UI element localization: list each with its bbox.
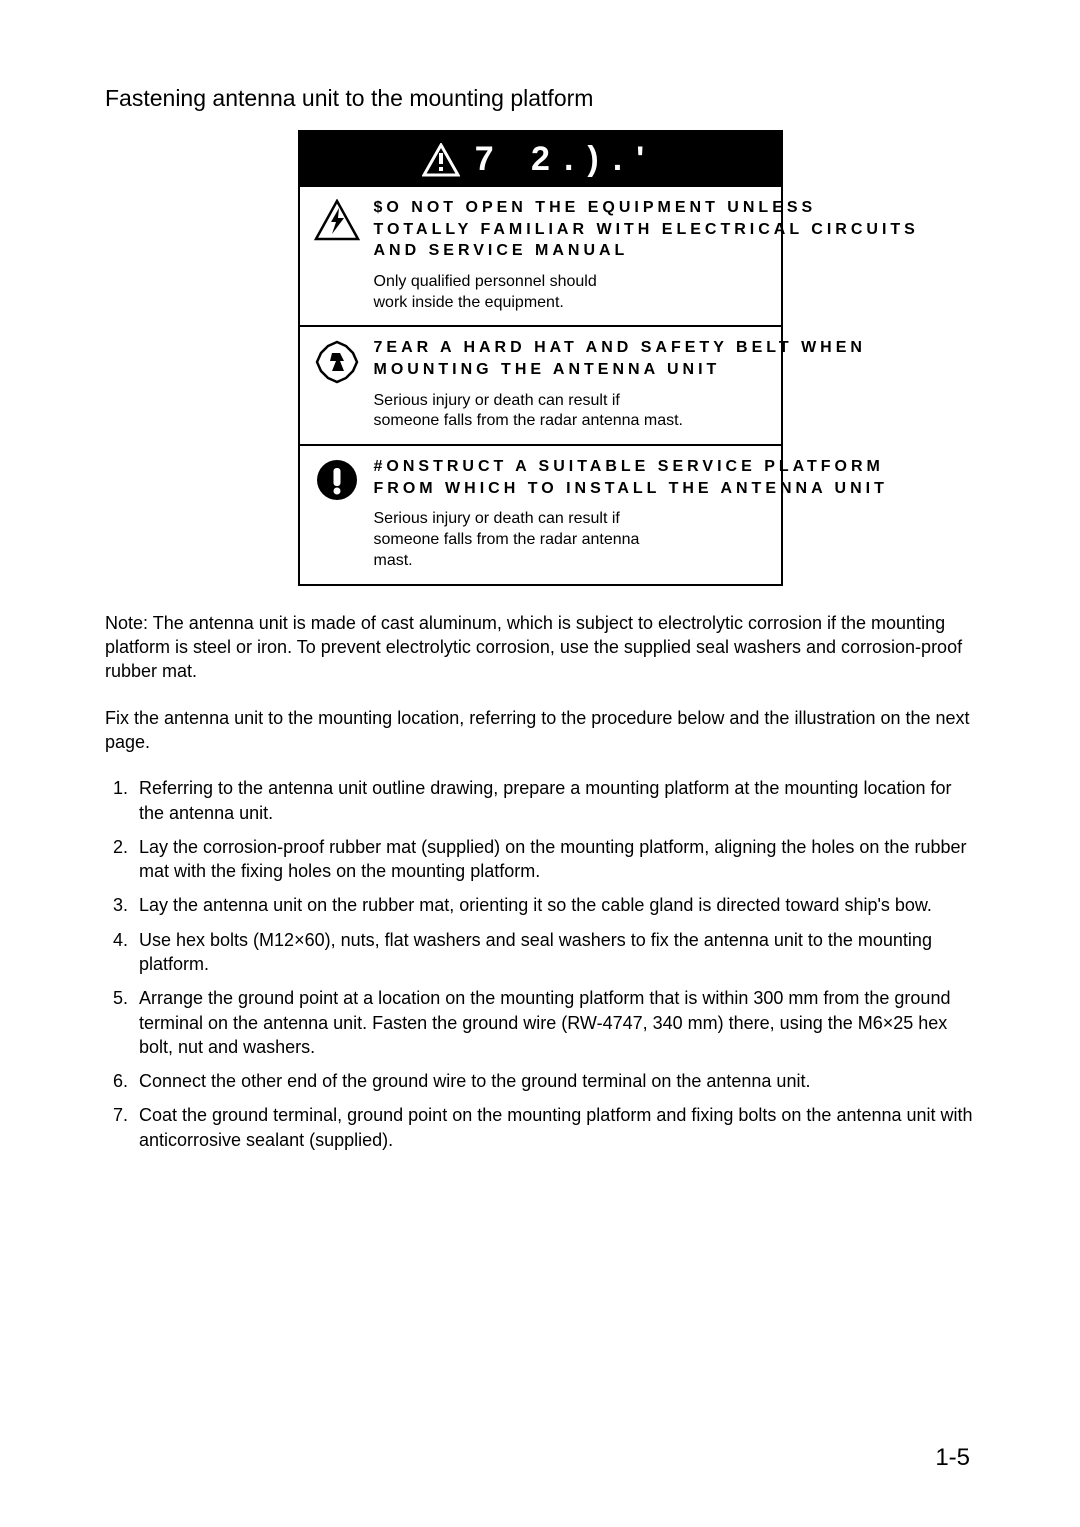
electrical-hazard-icon [314, 197, 360, 241]
step-item: Use hex bolts (M12×60), nuts, flat washe… [133, 928, 975, 977]
warning-box: 7 2.).' $O NOT OPEN THE EQUIPMENT UNLESS… [298, 130, 783, 586]
warning-item: #ONSTRUCT A SUITABLE SERVICE PLATFORM FR… [300, 444, 781, 584]
warning-bold-text: #ONSTRUCT A SUITABLE SERVICE PLATFORM FR… [374, 456, 888, 499]
section-title: Fastening antenna unit to the mounting p… [105, 85, 975, 112]
step-item: Referring to the antenna unit outline dr… [133, 776, 975, 825]
warning-triangle-icon [422, 143, 460, 177]
warning-body-text: Serious injury or death can result if so… [374, 509, 888, 571]
step-item: Connect the other end of the ground wire… [133, 1069, 975, 1093]
warning-body-text: Serious injury or death can result if so… [374, 391, 866, 433]
page-number: 1-5 [935, 1444, 970, 1472]
step-item: Lay the antenna unit on the rubber mat, … [133, 893, 975, 917]
warning-bold-text: 7EAR A HARD HAT AND SAFETY BELT WHEN MOU… [374, 337, 866, 380]
warning-item: 7EAR A HARD HAT AND SAFETY BELT WHEN MOU… [300, 325, 781, 444]
step-item: Arrange the ground point at a location o… [133, 986, 975, 1059]
note-paragraph: Note: The antenna unit is made of cast a… [105, 611, 975, 684]
general-mandatory-icon [314, 456, 360, 502]
step-item: Coat the ground terminal, ground point o… [133, 1103, 975, 1152]
intro-paragraph: Fix the antenna unit to the mounting loc… [105, 706, 975, 755]
mandatory-action-icon [314, 337, 360, 385]
warning-header-text: 7 2.).' [475, 140, 659, 179]
warning-header: 7 2.).' [300, 132, 781, 187]
steps-list: Referring to the antenna unit outline dr… [105, 776, 975, 1152]
warning-body-text: Only qualified personnel should work ins… [374, 272, 919, 314]
step-item: Lay the corrosion-proof rubber mat (supp… [133, 835, 975, 884]
warning-item: $O NOT OPEN THE EQUIPMENT UNLESS TOTALLY… [300, 187, 781, 325]
warning-bold-text: $O NOT OPEN THE EQUIPMENT UNLESS TOTALLY… [374, 197, 919, 262]
